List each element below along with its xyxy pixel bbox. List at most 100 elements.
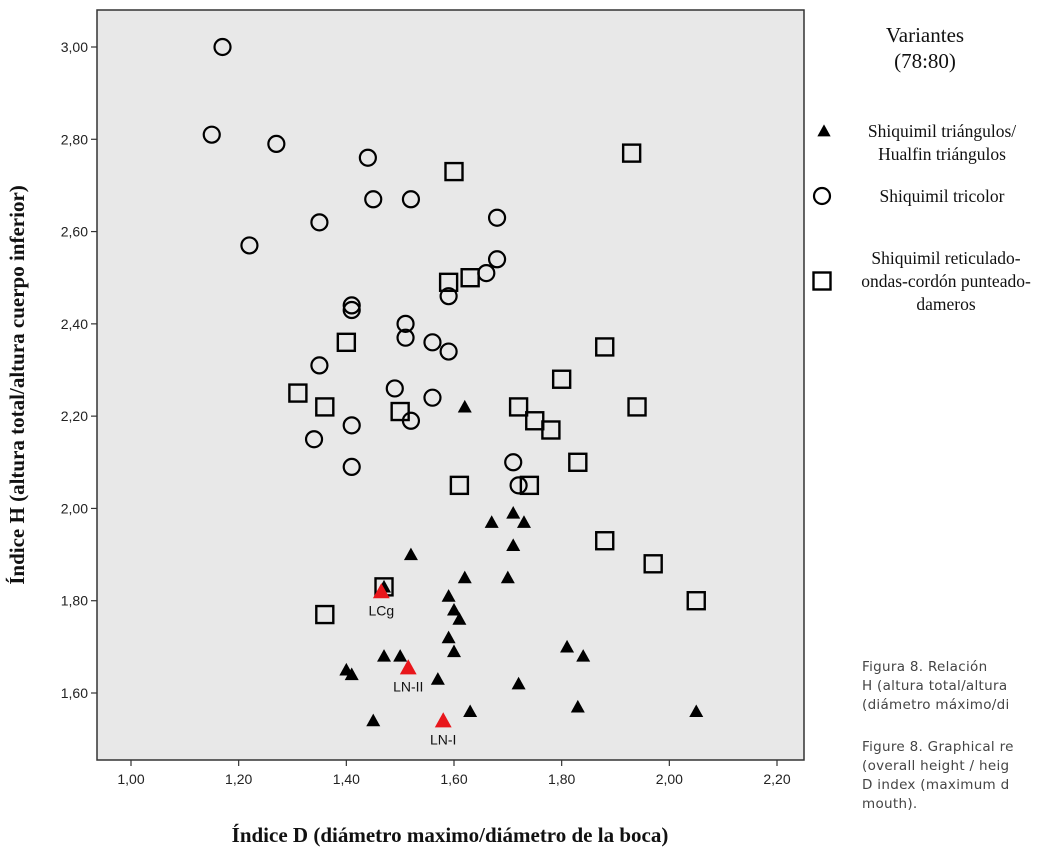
triangle-point: [506, 506, 521, 519]
triangle-point: [500, 570, 515, 584]
highlight-point: [399, 659, 417, 675]
circle-point: [509, 476, 528, 495]
highlight-label: LCg: [368, 602, 394, 618]
triangle-point: [447, 602, 461, 616]
square-point: [541, 420, 561, 440]
circle-point: [487, 250, 507, 269]
square-point: [460, 268, 480, 288]
figure-caption-english: Figure 8. Graphical re (overall height /…: [862, 738, 1056, 814]
triangle-point: [366, 713, 381, 727]
triangle-point: [506, 538, 521, 551]
triangle-point: [457, 570, 472, 584]
y-tick-label: 3,00: [61, 39, 88, 55]
circle-point: [342, 457, 361, 476]
square-point: [288, 383, 308, 403]
triangle-point: [457, 399, 472, 413]
square-point: [686, 591, 706, 611]
figure-caption-spanish: Figura 8. Relación H (altura total/altur…: [862, 658, 1056, 715]
square-point: [595, 337, 615, 357]
triangle-point: [452, 612, 467, 625]
circle-point: [240, 236, 259, 255]
circle-point: [364, 190, 383, 209]
square-point: [621, 143, 642, 163]
circle-point: [423, 333, 442, 352]
square-point: [519, 475, 540, 496]
triangle-point: [377, 649, 392, 662]
triangle-point: [344, 667, 359, 681]
circle-point: [396, 328, 415, 347]
circle-point: [487, 208, 507, 227]
triangle-point: [447, 644, 461, 658]
triangle-point: [393, 649, 408, 662]
square-point: [508, 397, 529, 417]
square-point: [449, 475, 470, 496]
circle-point: [401, 190, 421, 209]
circle-point: [267, 134, 286, 153]
triangle-point: [511, 676, 526, 690]
circle-point: [342, 300, 361, 320]
circle-point: [310, 213, 329, 232]
triangle-point: [484, 515, 499, 528]
triangle-point: [441, 589, 456, 602]
y-tick-label: 2,20: [61, 408, 88, 424]
circle-point: [385, 379, 404, 398]
y-axis-label: Índice H (altura total/altura cuerpo inf…: [5, 185, 29, 585]
legend-label-line: Shiquimil tricolor: [879, 186, 1005, 206]
x-tick-label: 1,00: [117, 771, 144, 787]
triangle-point: [430, 672, 445, 685]
caption-line: (overall height / heig: [862, 758, 1010, 774]
legend-label-line: Shiquimil triángulos/: [867, 121, 1017, 141]
caption-line: (diámetro máximo/di: [862, 697, 1010, 713]
caption-line: H (altura total/altura: [862, 678, 1008, 694]
x-tick-label: 2,00: [656, 771, 683, 787]
triangle-point: [570, 699, 585, 713]
legend-label-line: ondas-cordón punteado-: [861, 271, 1031, 291]
square-point: [595, 531, 615, 551]
caption-line: D index (maximum d: [862, 777, 1010, 793]
x-tick-label: 1,20: [225, 771, 252, 787]
circle-point: [439, 287, 458, 306]
caption-line: Figure 8. Graphical re: [862, 739, 1014, 755]
circle-point: [202, 125, 221, 144]
triangle-point: [560, 639, 575, 653]
legend-label-reticulado: Shiquimil reticulado- ondas-cordón punte…: [836, 247, 1056, 316]
circle-point: [504, 453, 523, 472]
circle-point: [310, 356, 329, 375]
highlighted-points: LCg LN-II LN-I: [368, 583, 456, 748]
y-tick-label: 2,60: [61, 224, 88, 240]
square-point: [315, 604, 335, 625]
plot-area: [96, 9, 805, 761]
legend-title-line: Variantes: [885, 23, 965, 47]
legend-triangle-marker: [817, 124, 831, 137]
legend-label-tricolor: Shiquimil tricolor: [842, 185, 1042, 208]
y-axis: 1,60 1,80 2,00 2,20 2,40 2,60 2,80 3,00: [61, 39, 97, 701]
x-tick-label: 1,80: [548, 771, 575, 787]
highlight-point: [434, 712, 452, 728]
triangle-point: [689, 704, 704, 718]
square-point: [568, 452, 588, 472]
x-tick-label: 1,60: [440, 771, 467, 787]
caption-line: mouth).: [862, 796, 918, 812]
x-axis-label: Índice D (diámetro maximo/diámetro de la…: [232, 823, 669, 847]
circle-point: [396, 314, 415, 333]
highlight-label: LN-I: [430, 732, 456, 748]
legend-square-marker: [812, 271, 832, 291]
x-tick-label: 2,20: [763, 771, 790, 787]
data-points: [202, 37, 706, 727]
x-axis: 1,00 1,20 1,40 1,60 1,80 2,00 2,20: [117, 760, 791, 787]
legend-label-triangles: Shiquimil triángulos/ Hualfin triángulos: [842, 120, 1042, 166]
triangle-point: [463, 704, 478, 718]
square-point: [643, 554, 663, 574]
y-tick-label: 2,40: [61, 316, 88, 332]
circle-point: [423, 388, 442, 407]
highlight-point: [372, 583, 390, 599]
highlight-label: LN-II: [393, 679, 423, 695]
triangle-point: [576, 649, 591, 662]
legend-label-line: Hualfin triángulos: [878, 144, 1006, 164]
legend-label-line: dameros: [916, 294, 976, 314]
circle-point: [439, 342, 458, 361]
legend-label-line: Shiquimil reticulado-: [871, 248, 1021, 268]
square-point: [551, 369, 572, 389]
y-tick-label: 2,80: [61, 131, 88, 147]
